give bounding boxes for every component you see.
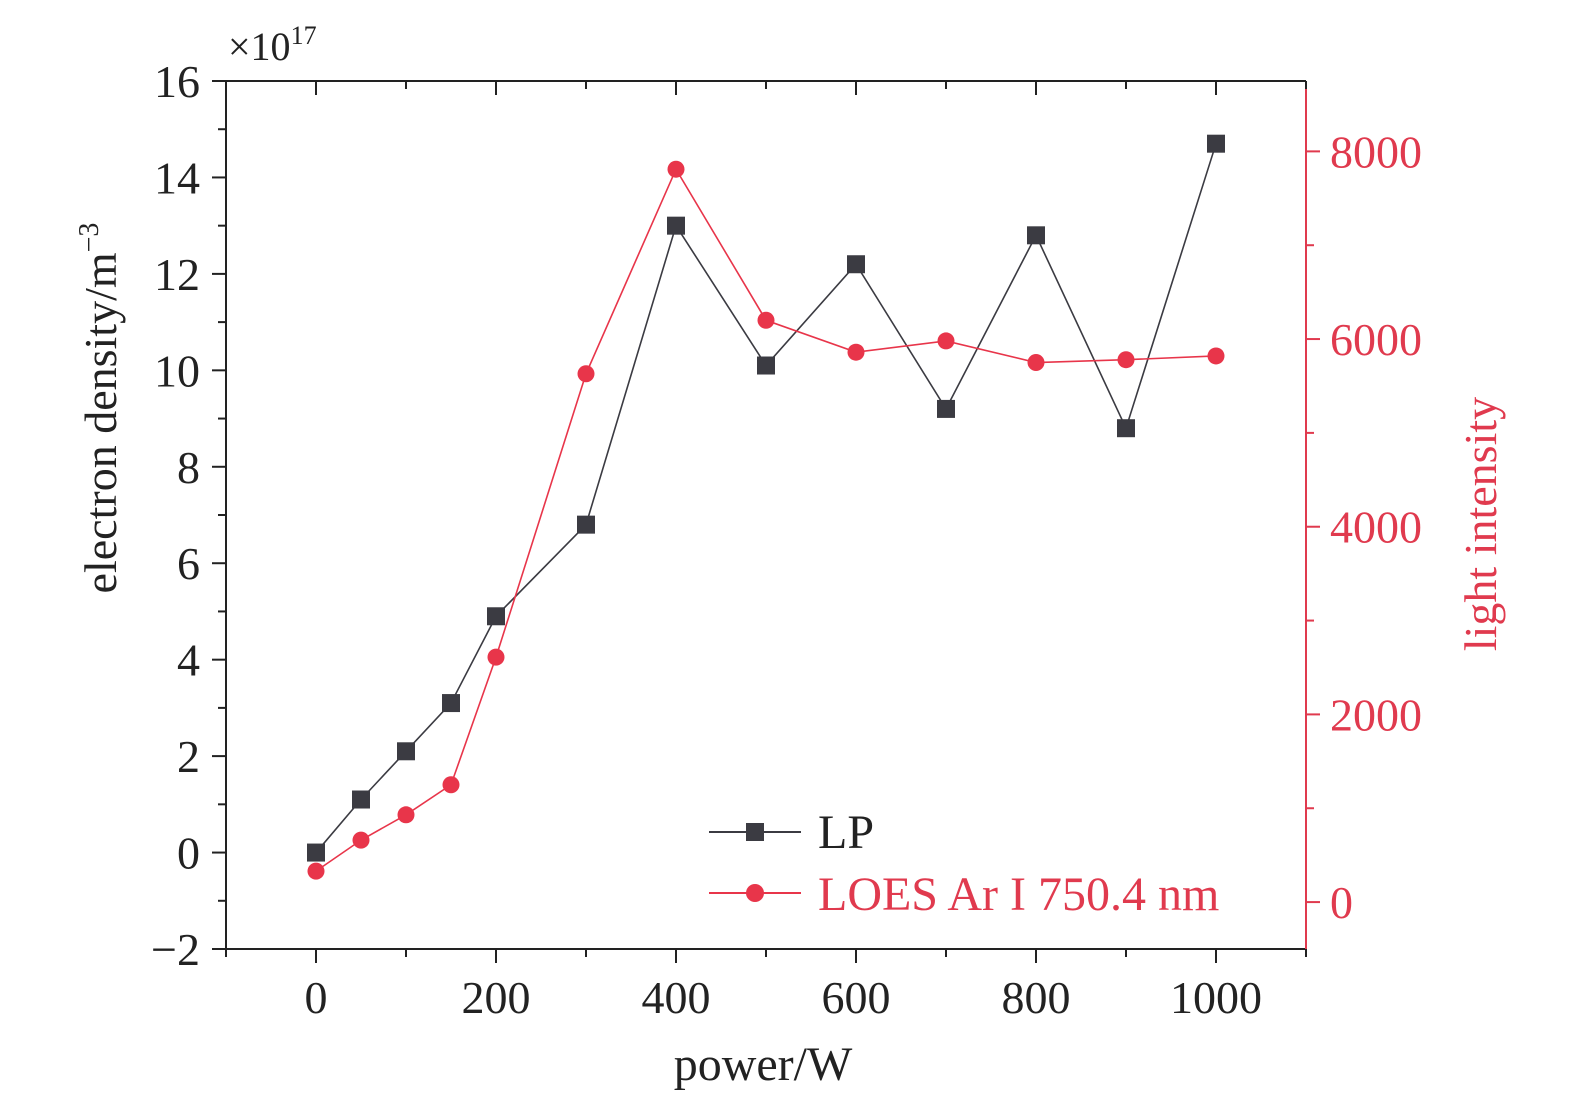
y-multiplier-base: ×10: [228, 24, 291, 69]
data-point-loes: [937, 332, 955, 350]
y2-tick-label: 0: [1330, 877, 1353, 928]
y-axis-title-main: electron density/m: [75, 252, 126, 593]
x-tick-label: 1000: [1170, 972, 1262, 1023]
data-point-lp: [577, 515, 595, 534]
legend-label-lp: LP: [818, 806, 874, 859]
data-point-lp: [307, 843, 325, 862]
data-point-loes: [487, 648, 505, 666]
axes-group: [225, 80, 1307, 950]
data-point-lp: [487, 607, 505, 626]
data-point-loes: [307, 862, 325, 880]
y-tick-label: 8: [177, 442, 200, 493]
data-point-lp: [442, 694, 460, 713]
series-line-loes: [315, 167, 1217, 872]
data-point-loes: [1117, 351, 1135, 369]
x-tick-label: 0: [305, 972, 328, 1023]
y-axis-title-exponent: −3: [74, 223, 105, 253]
ticks-group: 0 200 400 600 800 1000 −2 0 2 4 6 8 10 12 14 16 0 2000 400…: [151, 56, 1422, 1023]
y2-tick-label: 6000: [1330, 314, 1422, 365]
data-point-lp: [847, 255, 865, 274]
data-point-lp: [937, 399, 955, 418]
y2-axis-title: light intensity: [1455, 397, 1506, 651]
data-point-lp: [397, 742, 415, 761]
x-tick-label: 800: [1002, 972, 1071, 1023]
y2-tick-label: 4000: [1330, 502, 1422, 553]
series-lines-group: [315, 143, 1217, 872]
y-tick-label: 16: [154, 56, 200, 107]
data-point-loes: [667, 160, 685, 178]
legend-item-loes: LOES Ar I 750.4 nm: [709, 868, 1219, 921]
y-multiplier-label: ×1017: [228, 21, 317, 69]
series-line-lp: [315, 143, 1217, 854]
y-multiplier-exponent: 17: [291, 21, 317, 50]
data-point-loes: [847, 343, 865, 361]
legend-label-loes: LOES Ar I 750.4 nm: [818, 868, 1219, 921]
data-point-lp: [352, 790, 370, 809]
y-tick-label: 14: [154, 152, 200, 203]
data-point-lp: [757, 356, 775, 375]
y-tick-label: 0: [177, 828, 200, 879]
y-tick-label: 12: [154, 249, 200, 300]
y-tick-label: 4: [177, 635, 200, 686]
y-tick-label: 2: [177, 731, 200, 782]
y-tick-label: −2: [151, 924, 200, 975]
x-tick-label: 600: [822, 972, 891, 1023]
data-point-loes: [397, 806, 415, 824]
y-axis-title: electron density/m−3: [74, 223, 126, 594]
legend-marker-loes: [746, 884, 764, 902]
y-tick-label: 10: [154, 345, 200, 396]
x-tick-label: 400: [642, 972, 711, 1023]
series-points-group: [307, 134, 1225, 880]
data-point-loes: [352, 831, 370, 849]
legend-item-lp: LP: [709, 806, 874, 859]
data-point-lp: [1027, 226, 1045, 245]
data-point-lp: [1207, 134, 1225, 153]
x-axis-title: power/W: [674, 1038, 853, 1091]
data-point-loes: [1207, 347, 1225, 365]
y2-tick-label: 2000: [1330, 689, 1422, 740]
y2-tick-label: 8000: [1330, 126, 1422, 177]
data-point-loes: [442, 776, 460, 794]
data-point-loes: [1027, 354, 1045, 372]
data-point-loes: [757, 311, 775, 329]
legend-marker-lp: [746, 823, 764, 841]
y-tick-label: 6: [177, 538, 200, 589]
x-tick-label: 200: [462, 972, 531, 1023]
data-point-lp: [1117, 419, 1135, 438]
data-point-loes: [577, 365, 595, 383]
data-point-lp: [667, 216, 685, 235]
legend: LP LOES Ar I 750.4 nm: [709, 806, 1219, 921]
